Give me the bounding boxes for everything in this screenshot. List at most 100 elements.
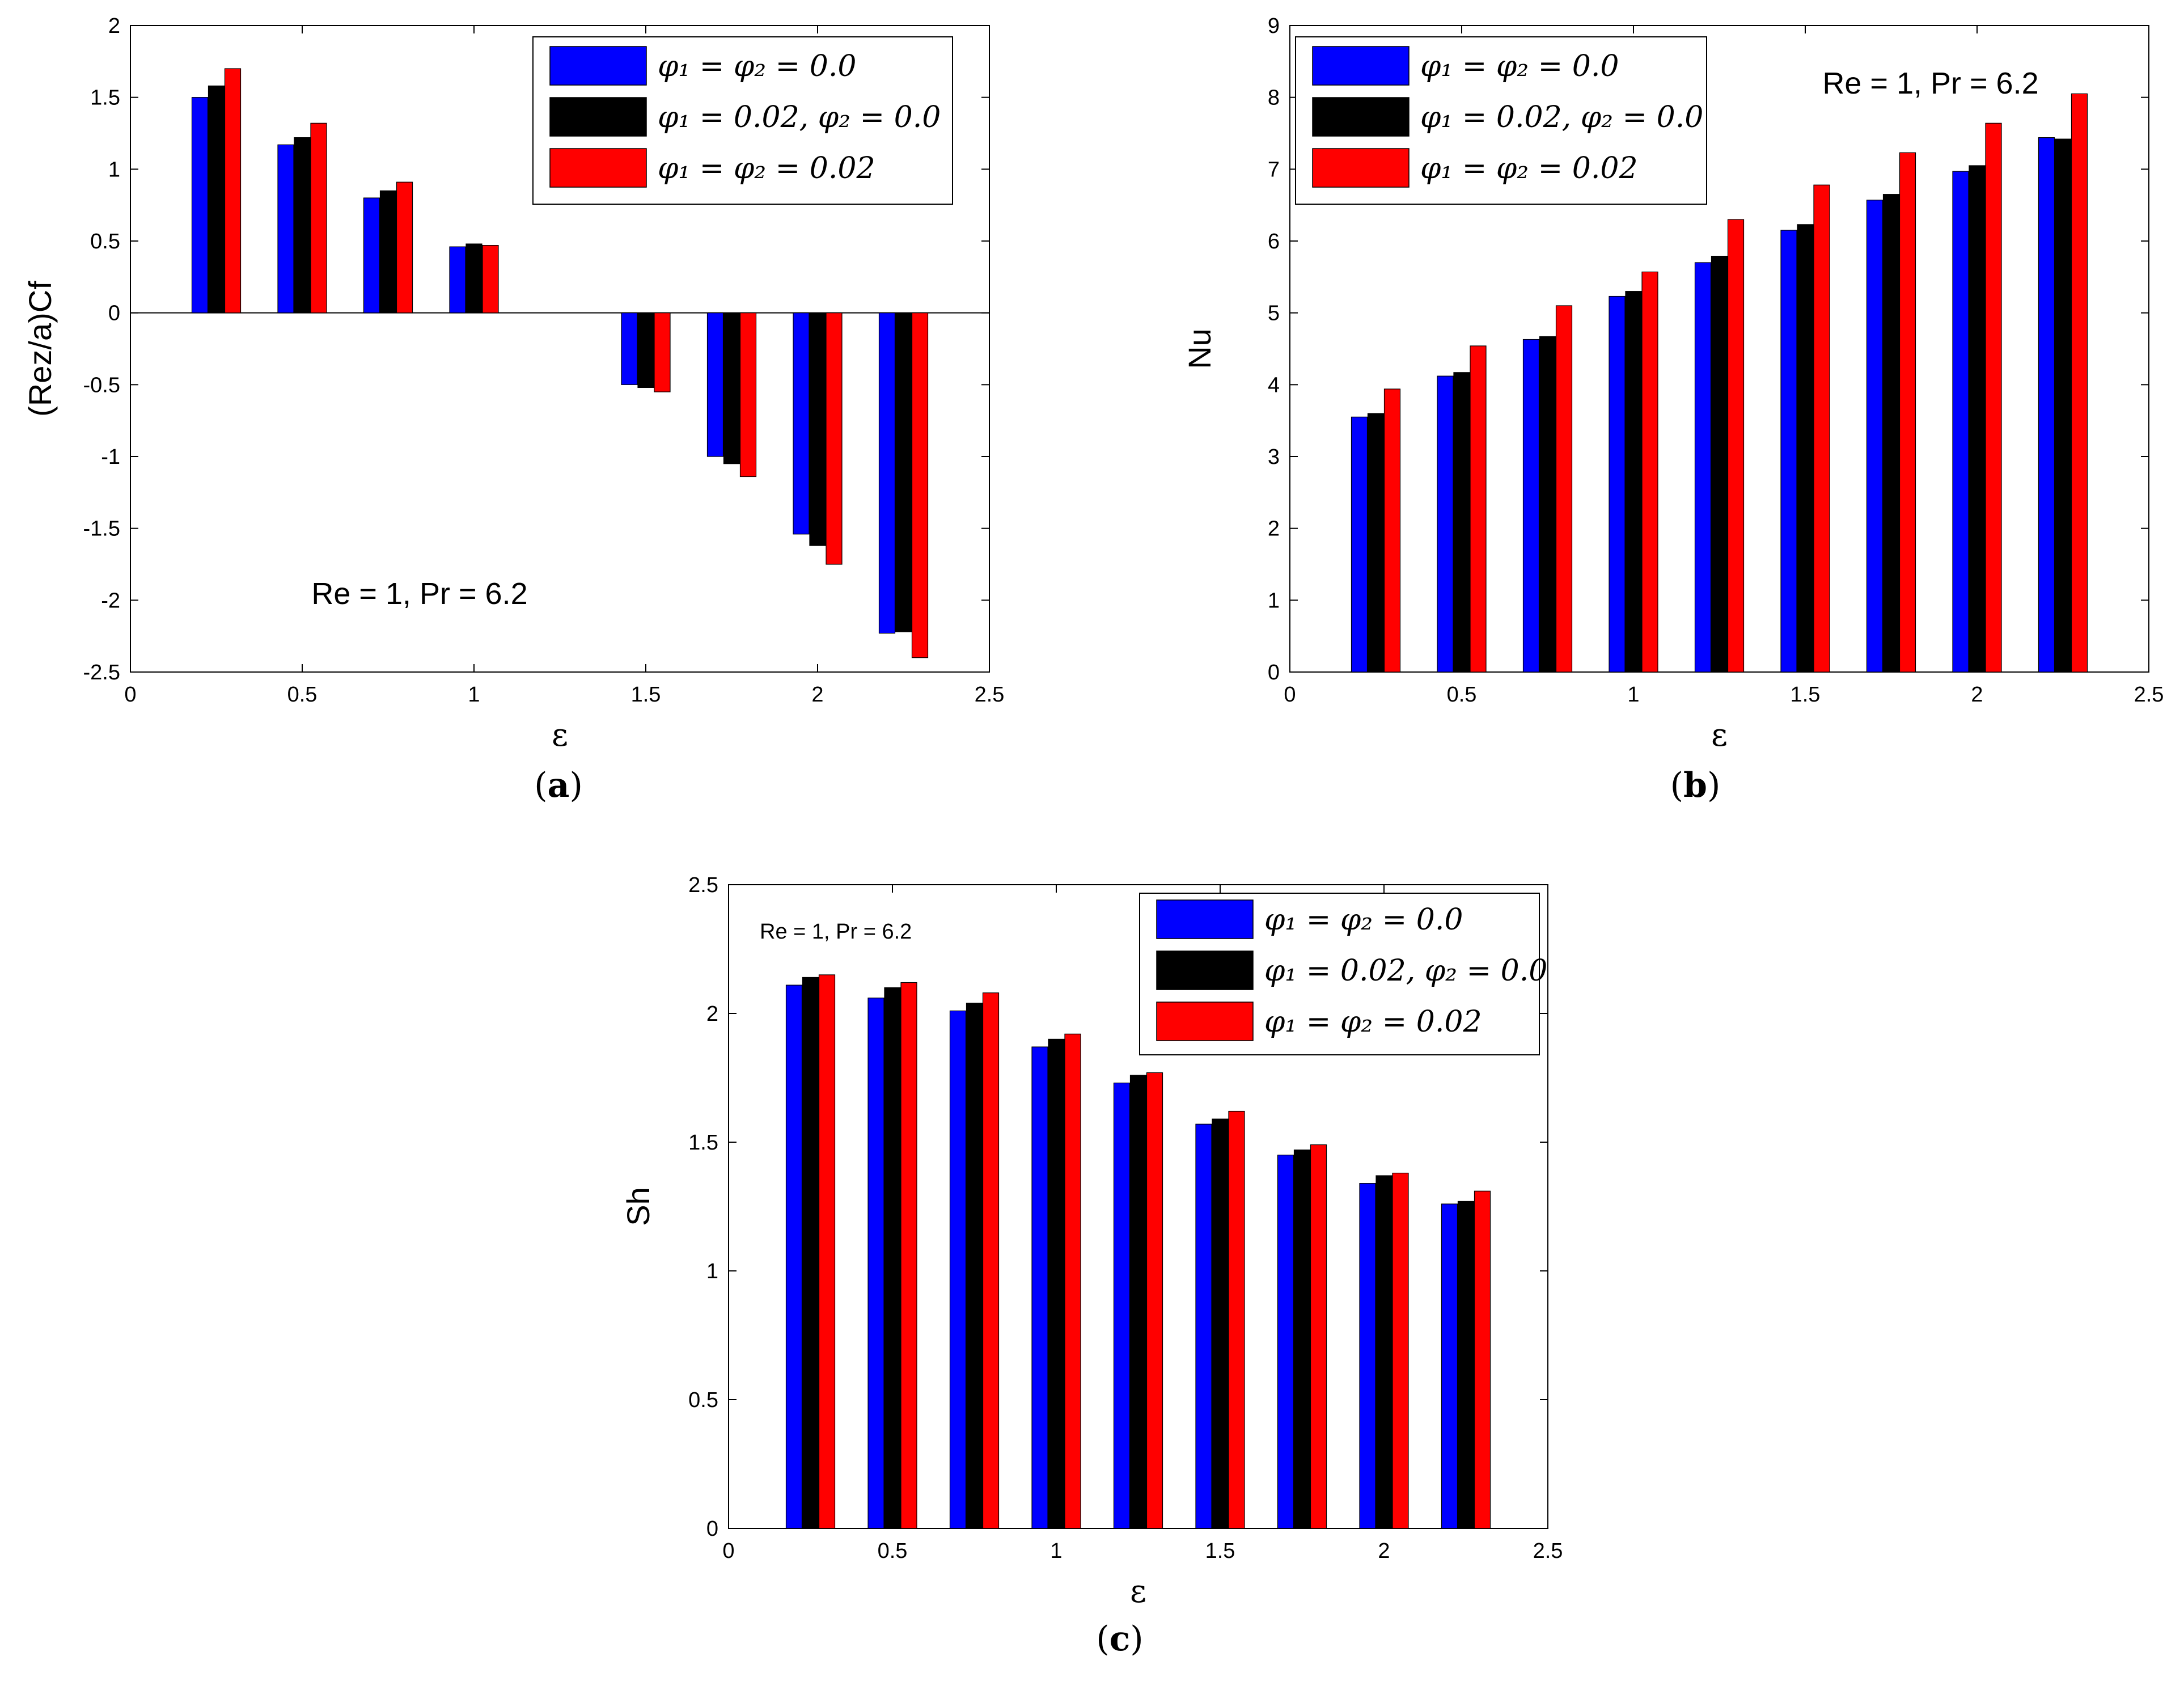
bar-b-s2-x2 <box>1453 372 1470 673</box>
panel-label: (a) <box>534 766 583 805</box>
y-tick-label: 1 <box>1268 589 1280 612</box>
legend: φ₁ = φ₂ = 0.0 φ₁ = 0.02, φ₂ = 0.0 φ₁ = φ₂ … <box>1139 893 1547 1055</box>
bar-a-s3-x5 <box>654 312 671 392</box>
legend-swatch-1 <box>1156 899 1254 939</box>
legend-label-2: φ₁ = 0.02, φ₂ = 0.0 <box>1420 100 1703 134</box>
bar-a-s1-x6 <box>706 312 724 457</box>
x-tick-label: 0.5 <box>1447 683 1477 707</box>
bar-a-s2-x8 <box>895 312 912 632</box>
bar-c-s2-x4 <box>1048 1038 1065 1529</box>
bar-a-s3-x3 <box>396 181 413 314</box>
y-tick-label: 1.5 <box>688 1131 718 1155</box>
x-axis-label: ε <box>552 717 568 754</box>
legend-swatch-1 <box>549 46 647 86</box>
y-tick-label: 5 <box>1268 302 1280 326</box>
bar-c-s3-x8 <box>1392 1172 1409 1529</box>
bar-c-s2-x5 <box>1129 1075 1147 1529</box>
bar-c-s3-x2 <box>900 982 917 1529</box>
y-tick-label: -0.5 <box>83 373 120 397</box>
legend-swatch-2 <box>1312 97 1410 137</box>
legend: φ₁ = φ₂ = 0.0 φ₁ = 0.02, φ₂ = 0.0 φ₁ = φ₂ … <box>532 36 953 205</box>
bar-c-s2-x9 <box>1457 1201 1475 1529</box>
bar-c-s2-x6 <box>1212 1118 1229 1529</box>
bar-a-s2-x2 <box>294 137 311 314</box>
bar-a-s1-x1 <box>191 97 209 314</box>
legend-swatch-2 <box>1156 950 1254 990</box>
bar-c-s3-x9 <box>1474 1190 1491 1529</box>
annotation-text: Re = 1, Pr = 6.2 <box>1822 66 2038 100</box>
chart-panel-c: 0 0.5 1 1.5 2 2.5 0 0.5 1 1.5 2 2.5 ε Sh Re = 1, Pr = … <box>620 873 1563 1659</box>
legend-label-3: φ₁ = φ₂ = 0.02 <box>1264 1005 1482 1039</box>
y-tick-label: 0.5 <box>688 1388 718 1412</box>
bar-a-s1-x4 <box>449 246 466 314</box>
y-axis-label: Nu <box>1182 328 1217 369</box>
bar-a-s1-x5 <box>621 312 638 385</box>
bar-c-s1-x5 <box>1113 1082 1131 1529</box>
bar-b-s3-x7 <box>1899 152 1916 673</box>
x-tick-label: 1 <box>1627 683 1639 707</box>
bar-b-s1-x2 <box>1437 375 1454 673</box>
bar-b-s3-x1 <box>1383 388 1401 673</box>
bar-a-s2-x3 <box>379 190 397 314</box>
legend-swatch-3 <box>549 148 647 188</box>
y-tick-label: 1.5 <box>90 86 120 110</box>
legend: φ₁ = φ₂ = 0.0 φ₁ = 0.02, φ₂ = 0.0 φ₁ = φ₂ … <box>1295 36 1707 205</box>
annotation-text: Re = 1, Pr = 6.2 <box>311 577 527 611</box>
bar-a-s3-x2 <box>310 122 327 314</box>
bar-c-s1-x6 <box>1195 1123 1212 1529</box>
x-tick-label: 2 <box>1378 1539 1390 1563</box>
bar-b-s3-x3 <box>1555 305 1573 673</box>
bar-c-s1-x9 <box>1441 1203 1458 1529</box>
legend-label-1: φ₁ = φ₂ = 0.0 <box>1420 49 1619 83</box>
bar-a-s2-x7 <box>809 312 826 546</box>
bar-b-s2-x4 <box>1625 291 1642 673</box>
x-tick-label: 1.5 <box>1205 1539 1235 1563</box>
x-tick-label: 0.5 <box>878 1539 908 1563</box>
bar-b-s2-x5 <box>1711 256 1728 673</box>
bar-b-s2-x3 <box>1539 336 1556 673</box>
y-tick-label: 2 <box>706 1002 718 1026</box>
x-tick-label: 2.5 <box>1533 1539 1563 1563</box>
x-tick-label: 1.5 <box>631 683 661 707</box>
bar-b-s1-x5 <box>1694 262 1712 673</box>
legend-label-3: φ₁ = φ₂ = 0.02 <box>1420 151 1638 185</box>
y-tick-label: 0 <box>706 1517 718 1541</box>
bar-b-s3-x6 <box>1813 184 1830 673</box>
panel-label-letter: c <box>1110 1619 1131 1659</box>
bar-c-s1-x4 <box>1031 1046 1048 1529</box>
bar-a-s2-x6 <box>723 312 740 464</box>
panel-label-letter: a <box>548 766 570 805</box>
x-tick-label: 2 <box>811 683 823 707</box>
bar-c-s2-x3 <box>966 1003 983 1529</box>
bar-b-s2-x6 <box>1797 224 1814 673</box>
bar-b-s2-x9 <box>2054 138 2072 673</box>
bar-a-s2-x4 <box>465 243 482 314</box>
bar-c-s3-x5 <box>1146 1072 1163 1529</box>
bar-a-s1-x7 <box>793 312 810 535</box>
legend-label-2: φ₁ = 0.02, φ₂ = 0.0 <box>658 100 941 134</box>
bar-c-s3-x7 <box>1310 1144 1327 1529</box>
x-tick-label: 0 <box>124 683 136 707</box>
bar-c-s2-x8 <box>1375 1175 1392 1529</box>
bar-b-s3-x2 <box>1470 345 1487 673</box>
legend-label-3: φ₁ = φ₂ = 0.02 <box>658 151 875 185</box>
bar-b-s3-x9 <box>2071 93 2088 673</box>
legend-swatch-3 <box>1312 148 1410 188</box>
bar-c-s3-x6 <box>1228 1110 1245 1529</box>
y-tick-label: 7 <box>1268 158 1280 181</box>
y-tick-label: 4 <box>1268 373 1280 397</box>
bar-b-s3-x4 <box>1641 271 1658 673</box>
bar-b-s1-x3 <box>1522 339 1540 673</box>
x-tick-label: 2 <box>1971 683 1983 707</box>
legend-label-1: φ₁ = φ₂ = 0.0 <box>1264 903 1463 937</box>
y-tick-label: 2 <box>108 14 120 38</box>
x-tick-label: 1 <box>468 683 480 707</box>
bar-c-s1-x8 <box>1359 1183 1376 1529</box>
legend-swatch-2 <box>549 97 647 137</box>
y-tick-label: 2.5 <box>688 873 718 897</box>
x-tick-label: 2.5 <box>975 683 1005 707</box>
bar-b-s1-x7 <box>1866 200 1884 673</box>
y-tick-label: 6 <box>1268 230 1280 254</box>
y-tick-label: 8 <box>1268 86 1280 110</box>
